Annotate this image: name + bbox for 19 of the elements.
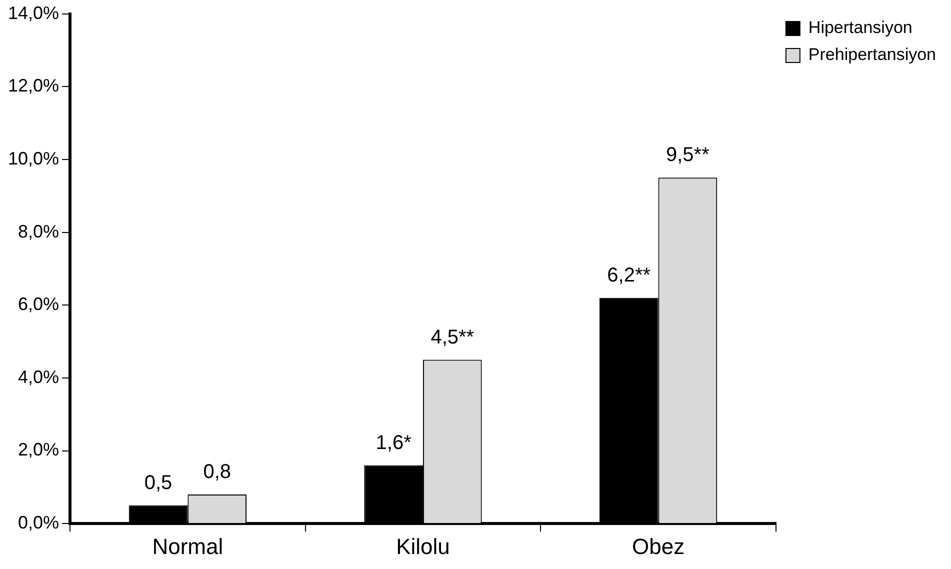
x-tick-label: Obez [632,534,685,559]
data-label: 4,5** [430,326,474,348]
y-tick-label: 2,0% [18,440,60,460]
y-tick-label: 4,0% [18,366,60,387]
y-tick-label: 10,0% [8,148,60,168]
data-label: 1,6* [376,432,412,454]
legend-label: Hipertansiyon [808,18,912,38]
y-tick-label: 12,0% [8,76,60,96]
y-tick-label: 0,0% [18,512,60,533]
data-label: 0,8 [203,460,232,483]
legend-label: Prehipertansiyon [808,45,936,64]
y-tick-label: 14,0% [8,2,60,23]
data-label: 6,2** [607,264,651,286]
data-label: 9,5** [666,144,710,166]
data-label: 0,5 [144,472,172,494]
y-tick-label: 8,0% [18,221,60,242]
y-tick-label: 6,0% [18,294,60,314]
x-tick-label: Kilolu [396,534,450,559]
x-tick-label: Normal [152,534,224,559]
